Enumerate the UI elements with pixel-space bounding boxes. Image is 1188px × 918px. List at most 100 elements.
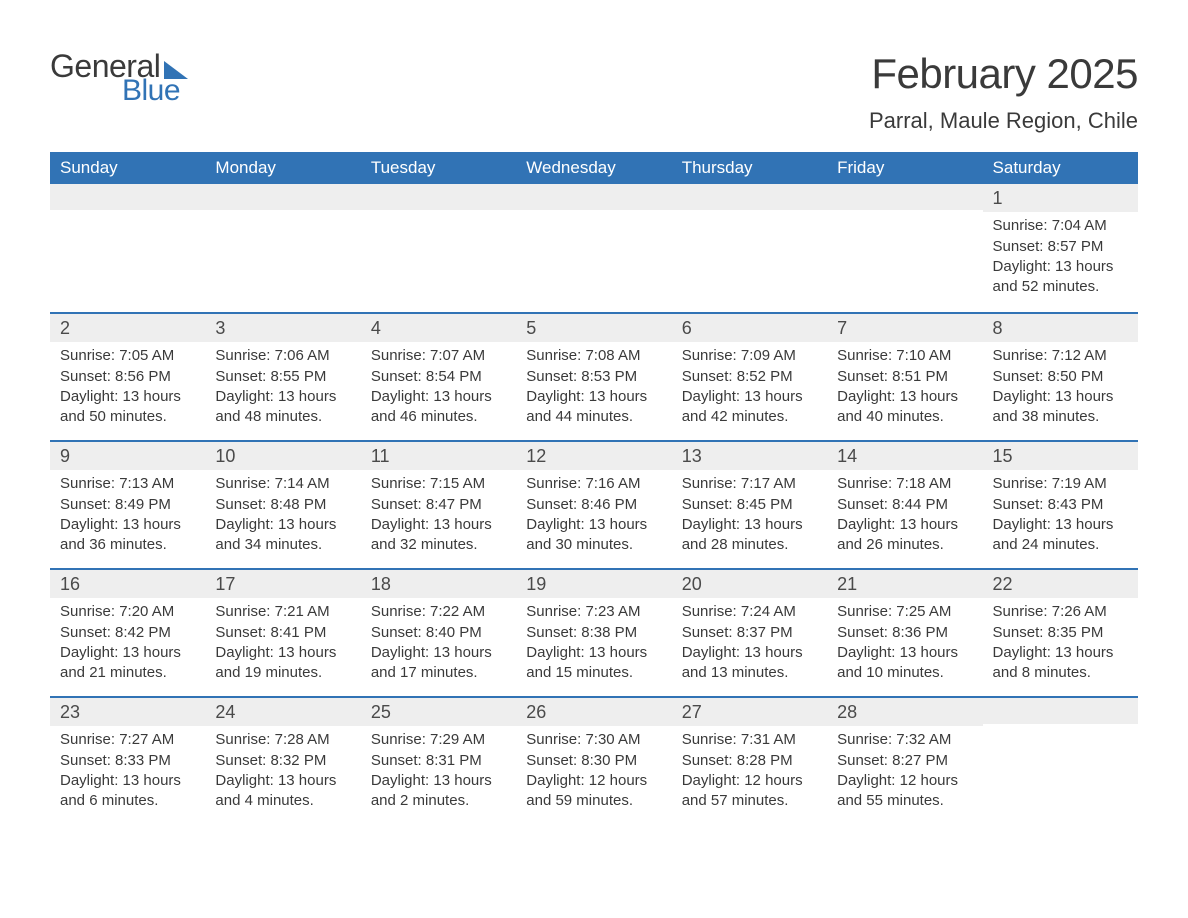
calendar-week: 9Sunrise: 7:13 AMSunset: 8:49 PMDaylight… (50, 440, 1138, 568)
sunset-text: Sunset: 8:45 PM (682, 495, 817, 515)
calendar-day: 19Sunrise: 7:23 AMSunset: 8:38 PMDayligh… (516, 570, 671, 696)
calendar-day (50, 184, 205, 312)
calendar: Sunday Monday Tuesday Wednesday Thursday… (50, 152, 1138, 824)
sunrise-text: Sunrise: 7:09 AM (682, 346, 817, 366)
calendar-day: 7Sunrise: 7:10 AMSunset: 8:51 PMDaylight… (827, 314, 982, 440)
day-details: Sunrise: 7:19 AMSunset: 8:43 PMDaylight:… (993, 474, 1128, 555)
day-details: Sunrise: 7:06 AMSunset: 8:55 PMDaylight:… (215, 346, 350, 427)
daylight-text: Daylight: 13 hours and 2 minutes. (371, 771, 506, 812)
dow-wednesday: Wednesday (516, 152, 671, 184)
day-number: 25 (361, 698, 516, 726)
day-number: 10 (205, 442, 360, 470)
calendar-day: 26 Sunrise: 7:30 AMSunset: 8:30 PMDayligh… (516, 698, 671, 824)
sunrise-text: Sunrise: 7:06 AM (215, 346, 350, 366)
calendar-day: 11Sunrise: 7:15 AMSunset: 8:47 PMDayligh… (361, 442, 516, 568)
day-of-week-header: Sunday Monday Tuesday Wednesday Thursday… (50, 152, 1138, 184)
calendar-day (827, 184, 982, 312)
logo-word-2: Blue (122, 76, 188, 106)
sunset-text: Sunset: 8:53 PM (526, 367, 661, 387)
dow-saturday: Saturday (983, 152, 1138, 184)
sunrise-text: Sunrise: 7:32 AM (837, 730, 972, 750)
daylight-text: Daylight: 13 hours and 19 minutes. (215, 643, 350, 684)
sunset-text: Sunset: 8:43 PM (993, 495, 1128, 515)
day-number: 24 (205, 698, 360, 726)
calendar-day: 25Sunrise: 7:29 AMSunset: 8:31 PMDayligh… (361, 698, 516, 824)
day-details: Sunrise: 7:10 AMSunset: 8:51 PMDaylight:… (837, 346, 972, 427)
daylight-text: Daylight: 13 hours and 38 minutes. (993, 387, 1128, 428)
daylight-text: Daylight: 13 hours and 24 minutes. (993, 515, 1128, 556)
sunset-text: Sunset: 8:54 PM (371, 367, 506, 387)
day-details: Sunrise: 7:16 AMSunset: 8:46 PMDaylight:… (526, 474, 661, 555)
day-details: Sunrise: 7:32 AMSunset: 8:27 PMDaylight:… (837, 730, 972, 811)
day-number: 26 (516, 698, 671, 726)
day-number: 5 (516, 314, 671, 342)
day-number: 15 (983, 442, 1138, 470)
day-number: 17 (205, 570, 360, 598)
day-details: Sunrise: 7:21 AMSunset: 8:41 PMDaylight:… (215, 602, 350, 683)
day-number: 3 (205, 314, 360, 342)
day-details: Sunrise: 7:22 AMSunset: 8:40 PMDaylight:… (371, 602, 506, 683)
daylight-text: Daylight: 12 hours and 59 minutes. (526, 771, 661, 812)
sunrise-text: Sunrise: 7:21 AM (215, 602, 350, 622)
day-details: Sunrise: 7:23 AMSunset: 8:38 PMDaylight:… (526, 602, 661, 683)
day-number: 28 (827, 698, 982, 726)
calendar-day: 12Sunrise: 7:16 AMSunset: 8:46 PMDayligh… (516, 442, 671, 568)
calendar-day: 20 Sunrise: 7:24 AMSunset: 8:37 PMDayligh… (672, 570, 827, 696)
sunset-text: Sunset: 8:52 PM (682, 367, 817, 387)
day-number (205, 184, 360, 210)
calendar-day: 14Sunrise: 7:18 AMSunset: 8:44 PMDayligh… (827, 442, 982, 568)
dow-tuesday: Tuesday (361, 152, 516, 184)
calendar-day: 17 Sunrise: 7:21 AMSunset: 8:41 PMDayligh… (205, 570, 360, 696)
daylight-text: Daylight: 13 hours and 21 minutes. (60, 643, 195, 684)
daylight-text: Daylight: 13 hours and 46 minutes. (371, 387, 506, 428)
day-details: Sunrise: 7:12 AMSunset: 8:50 PMDaylight:… (993, 346, 1128, 427)
day-details: Sunrise: 7:08 AMSunset: 8:53 PMDaylight:… (526, 346, 661, 427)
calendar-week: 16Sunrise: 7:20 AMSunset: 8:42 PMDayligh… (50, 568, 1138, 696)
logo: General Blue (50, 50, 188, 106)
sunset-text: Sunset: 8:57 PM (993, 237, 1128, 257)
calendar-day: 21Sunrise: 7:25 AMSunset: 8:36 PMDayligh… (827, 570, 982, 696)
daylight-text: Daylight: 13 hours and 34 minutes. (215, 515, 350, 556)
daylight-text: Daylight: 13 hours and 13 minutes. (682, 643, 817, 684)
day-details: Sunrise: 7:30 AMSunset: 8:30 PMDaylight:… (526, 730, 661, 811)
calendar-day: 13Sunrise: 7:17 AMSunset: 8:45 PMDayligh… (672, 442, 827, 568)
calendar-day: 23Sunrise: 7:27 AMSunset: 8:33 PMDayligh… (50, 698, 205, 824)
calendar-day (983, 698, 1138, 824)
dow-monday: Monday (205, 152, 360, 184)
sunset-text: Sunset: 8:56 PM (60, 367, 195, 387)
sunrise-text: Sunrise: 7:31 AM (682, 730, 817, 750)
dow-sunday: Sunday (50, 152, 205, 184)
daylight-text: Daylight: 13 hours and 48 minutes. (215, 387, 350, 428)
day-details: Sunrise: 7:26 AMSunset: 8:35 PMDaylight:… (993, 602, 1128, 683)
calendar-day (672, 184, 827, 312)
calendar-day: 3 Sunrise: 7:06 AMSunset: 8:55 PMDaylight… (205, 314, 360, 440)
sunset-text: Sunset: 8:27 PM (837, 751, 972, 771)
day-number (983, 698, 1138, 724)
sunset-text: Sunset: 8:42 PM (60, 623, 195, 643)
day-number: 8 (983, 314, 1138, 342)
sunset-text: Sunset: 8:48 PM (215, 495, 350, 515)
calendar-day (205, 184, 360, 312)
daylight-text: Daylight: 13 hours and 30 minutes. (526, 515, 661, 556)
calendar-day: 24Sunrise: 7:28 AMSunset: 8:32 PMDayligh… (205, 698, 360, 824)
sunset-text: Sunset: 8:37 PM (682, 623, 817, 643)
calendar-day: 16Sunrise: 7:20 AMSunset: 8:42 PMDayligh… (50, 570, 205, 696)
sunrise-text: Sunrise: 7:25 AM (837, 602, 972, 622)
day-number: 14 (827, 442, 982, 470)
daylight-text: Daylight: 13 hours and 44 minutes. (526, 387, 661, 428)
day-number: 6 (672, 314, 827, 342)
sunrise-text: Sunrise: 7:12 AM (993, 346, 1128, 366)
day-details: Sunrise: 7:24 AMSunset: 8:37 PMDaylight:… (682, 602, 817, 683)
day-number: 20 (672, 570, 827, 598)
calendar-day: 8 Sunrise: 7:12 AMSunset: 8:50 PMDaylight… (983, 314, 1138, 440)
calendar-day: 9Sunrise: 7:13 AMSunset: 8:49 PMDaylight… (50, 442, 205, 568)
sunrise-text: Sunrise: 7:19 AM (993, 474, 1128, 494)
sunset-text: Sunset: 8:55 PM (215, 367, 350, 387)
sunset-text: Sunset: 8:31 PM (371, 751, 506, 771)
dow-friday: Friday (827, 152, 982, 184)
daylight-text: Daylight: 13 hours and 4 minutes. (215, 771, 350, 812)
sunrise-text: Sunrise: 7:05 AM (60, 346, 195, 366)
sunrise-text: Sunrise: 7:13 AM (60, 474, 195, 494)
daylight-text: Daylight: 13 hours and 6 minutes. (60, 771, 195, 812)
daylight-text: Daylight: 13 hours and 50 minutes. (60, 387, 195, 428)
